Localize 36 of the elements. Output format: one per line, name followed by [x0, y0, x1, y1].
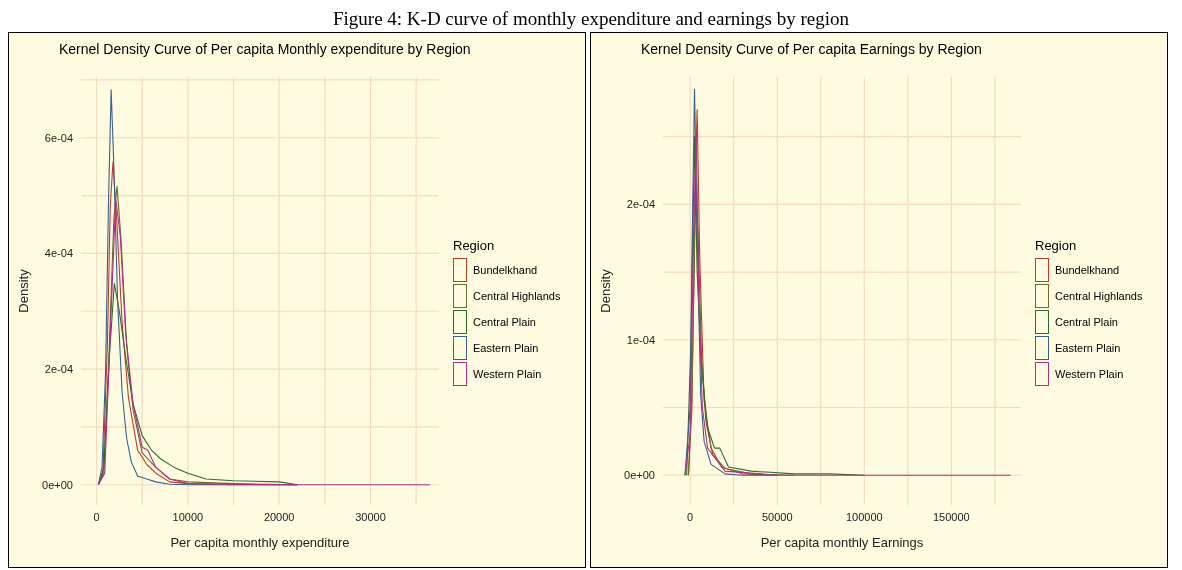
- legend-label: Eastern Plain: [473, 341, 539, 354]
- y-tick-label: 2e-04: [44, 362, 73, 375]
- legend-label: Western Plain: [1055, 367, 1124, 380]
- line-series: [97, 198, 431, 486]
- legend-label: Bundelkhand: [473, 263, 538, 276]
- legend-label: Western Plain: [473, 367, 542, 380]
- x-tick-label: 100000: [845, 510, 883, 523]
- y-tick-label: 0e+00: [624, 469, 655, 482]
- y-tick-label: 0e+00: [42, 478, 73, 491]
- x-axis-title: Per capita monthly Earnings: [760, 535, 924, 550]
- legend-label: Eastern Plain: [1055, 341, 1121, 354]
- legend-title: Region: [453, 237, 496, 253]
- line-series: [684, 136, 1012, 476]
- y-tick-label: 6e-04: [44, 131, 73, 144]
- chart-title: Kernel Density Curve of Per capita Earnings by Region: [640, 40, 983, 59]
- legend-label: Central Plain: [473, 315, 536, 328]
- legend-label: Bundelkhand: [1055, 263, 1120, 276]
- legend-label: Central Highlands: [1055, 289, 1143, 302]
- legend-label: Central Highlands: [473, 289, 561, 302]
- caption: Figure 4: K-D curve of monthly expenditure and earnings by region: [331, 8, 850, 31]
- x-tick-label: 30000: [355, 510, 386, 523]
- legend-title: Region: [1035, 237, 1078, 253]
- y-axis-title: Density: [597, 268, 613, 313]
- x-tick-label: 0: [93, 510, 100, 523]
- x-tick-label: 20000: [263, 510, 295, 523]
- x-tick-label: 0: [687, 510, 694, 523]
- chart-title: Kernel Density Curve of Per capita Monthly expenditure by Region: [58, 40, 472, 59]
- legend-label: Central Plain: [1055, 315, 1118, 328]
- y-axis-title: Density: [15, 268, 31, 313]
- x-axis-title: Per capita monthly expenditure: [170, 535, 350, 550]
- y-tick-label: 1e-04: [626, 333, 655, 346]
- y-tick-label: 2e-04: [626, 198, 655, 211]
- x-tick-label: 150000: [932, 510, 970, 523]
- x-tick-label: 10000: [172, 510, 204, 523]
- x-tick-label: 50000: [761, 510, 793, 523]
- y-tick-label: 4e-04: [44, 247, 73, 260]
